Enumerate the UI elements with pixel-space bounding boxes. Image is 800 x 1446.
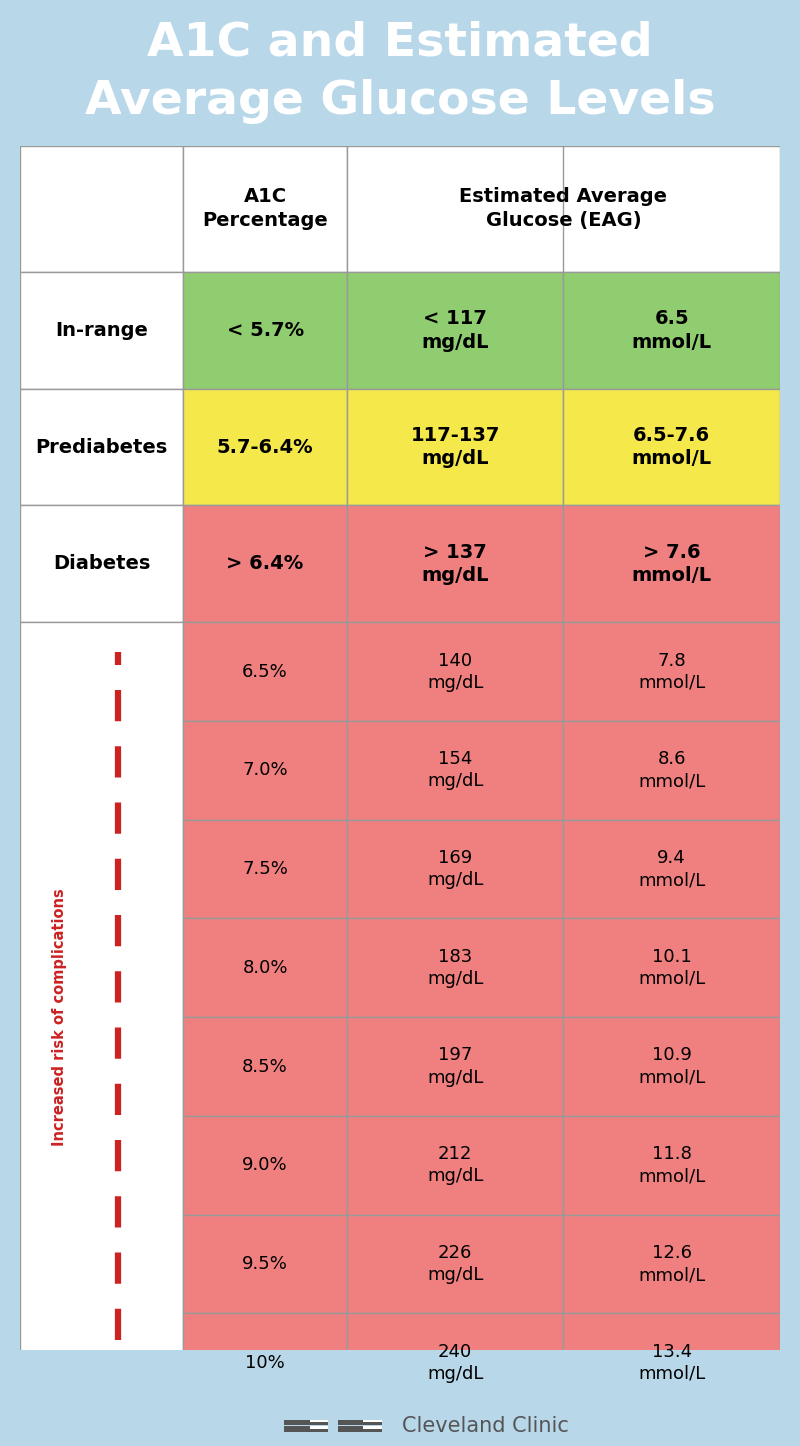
Bar	[347, 1215, 563, 1313]
Text: 7.8
mmol/L: 7.8 mmol/L	[638, 652, 706, 691]
Text: 6.5-7.6
mmol/L: 6.5-7.6 mmol/L	[632, 427, 712, 469]
Bar	[183, 506, 347, 622]
Text: 212
mg/dL: 212 mg/dL	[427, 1145, 483, 1186]
Text: Cleveland Clinic: Cleveland Clinic	[402, 1416, 569, 1436]
Text: 8.6
mmol/L: 8.6 mmol/L	[638, 750, 706, 791]
Text: 6.5%: 6.5%	[242, 662, 288, 681]
Bar	[183, 146, 347, 272]
Bar	[347, 146, 780, 272]
Bar	[347, 820, 563, 918]
Bar	[183, 1017, 347, 1116]
Text: In-range: In-range	[55, 321, 148, 340]
Text: A1C and Estimated
Average Glucose Levels: A1C and Estimated Average Glucose Levels	[85, 20, 715, 124]
Bar	[563, 1313, 780, 1413]
Bar	[347, 506, 563, 622]
Bar	[183, 820, 347, 918]
Text: 7.0%: 7.0%	[242, 762, 288, 779]
Text: 140
mg/dL: 140 mg/dL	[427, 652, 483, 691]
Text: 10.9
mmol/L: 10.9 mmol/L	[638, 1047, 706, 1086]
Bar	[310, 1420, 328, 1421]
Bar	[563, 1116, 780, 1215]
Bar	[338, 1420, 382, 1426]
Bar	[183, 622, 347, 722]
Text: 8.0%: 8.0%	[242, 959, 288, 977]
Bar	[183, 1215, 347, 1313]
Text: 9.4
mmol/L: 9.4 mmol/L	[638, 849, 706, 889]
Bar	[563, 918, 780, 1017]
Bar	[347, 389, 563, 506]
Text: 9.0%: 9.0%	[242, 1157, 288, 1174]
Bar	[183, 918, 347, 1017]
Bar	[183, 272, 347, 389]
Text: 5.7-6.4%: 5.7-6.4%	[217, 438, 314, 457]
Text: 117-137
mg/dL: 117-137 mg/dL	[410, 427, 500, 469]
Bar	[563, 820, 780, 918]
Text: 154
mg/dL: 154 mg/dL	[427, 750, 483, 791]
Bar	[20, 272, 183, 389]
Bar	[183, 1313, 347, 1413]
Bar	[563, 389, 780, 506]
Bar	[20, 146, 183, 272]
Bar	[183, 389, 347, 506]
Text: 12.6
mmol/L: 12.6 mmol/L	[638, 1244, 706, 1284]
Text: 7.5%: 7.5%	[242, 860, 288, 878]
Bar	[183, 722, 347, 820]
Text: < 117
mg/dL: < 117 mg/dL	[422, 309, 489, 351]
Text: Increased risk of complications: Increased risk of complications	[52, 888, 66, 1147]
Bar	[347, 918, 563, 1017]
Bar	[347, 1313, 563, 1413]
Bar	[563, 272, 780, 389]
Bar	[563, 1215, 780, 1313]
Bar	[347, 1017, 563, 1116]
Text: 9.5%: 9.5%	[242, 1255, 288, 1272]
Text: 10%: 10%	[246, 1353, 285, 1372]
Bar	[347, 722, 563, 820]
Bar	[20, 622, 183, 1413]
Text: 13.4
mmol/L: 13.4 mmol/L	[638, 1343, 706, 1382]
Text: A1C
Percentage: A1C Percentage	[202, 188, 328, 230]
Bar	[310, 1426, 328, 1429]
Bar	[563, 622, 780, 722]
Text: > 137
mg/dL: > 137 mg/dL	[422, 542, 489, 586]
Text: > 6.4%: > 6.4%	[226, 554, 304, 574]
Text: 10.1
mmol/L: 10.1 mmol/L	[638, 947, 706, 988]
Bar	[284, 1420, 328, 1426]
Bar	[183, 1116, 347, 1215]
Bar	[20, 506, 183, 622]
Bar	[338, 1426, 382, 1432]
Bar	[347, 622, 563, 722]
Text: 197
mg/dL: 197 mg/dL	[427, 1047, 483, 1086]
Text: 11.8
mmol/L: 11.8 mmol/L	[638, 1145, 706, 1186]
Text: Prediabetes: Prediabetes	[35, 438, 168, 457]
Bar	[284, 1426, 328, 1432]
Bar	[347, 1116, 563, 1215]
Text: 169
mg/dL: 169 mg/dL	[427, 849, 483, 889]
Bar	[563, 722, 780, 820]
Text: < 5.7%: < 5.7%	[226, 321, 304, 340]
Text: 226
mg/dL: 226 mg/dL	[427, 1244, 483, 1284]
Text: Diabetes: Diabetes	[53, 554, 150, 574]
Text: Estimated Average
Glucose (EAG): Estimated Average Glucose (EAG)	[459, 188, 667, 230]
Text: > 7.6
mmol/L: > 7.6 mmol/L	[632, 542, 712, 586]
Text: 240
mg/dL: 240 mg/dL	[427, 1343, 483, 1382]
Text: 183
mg/dL: 183 mg/dL	[427, 947, 483, 988]
Bar	[563, 1017, 780, 1116]
Bar	[20, 389, 183, 506]
Bar	[363, 1426, 382, 1429]
Text: 8.5%: 8.5%	[242, 1057, 288, 1076]
Bar	[563, 506, 780, 622]
Bar	[363, 1420, 382, 1421]
Text: 6.5
mmol/L: 6.5 mmol/L	[632, 309, 712, 351]
Bar	[347, 272, 563, 389]
